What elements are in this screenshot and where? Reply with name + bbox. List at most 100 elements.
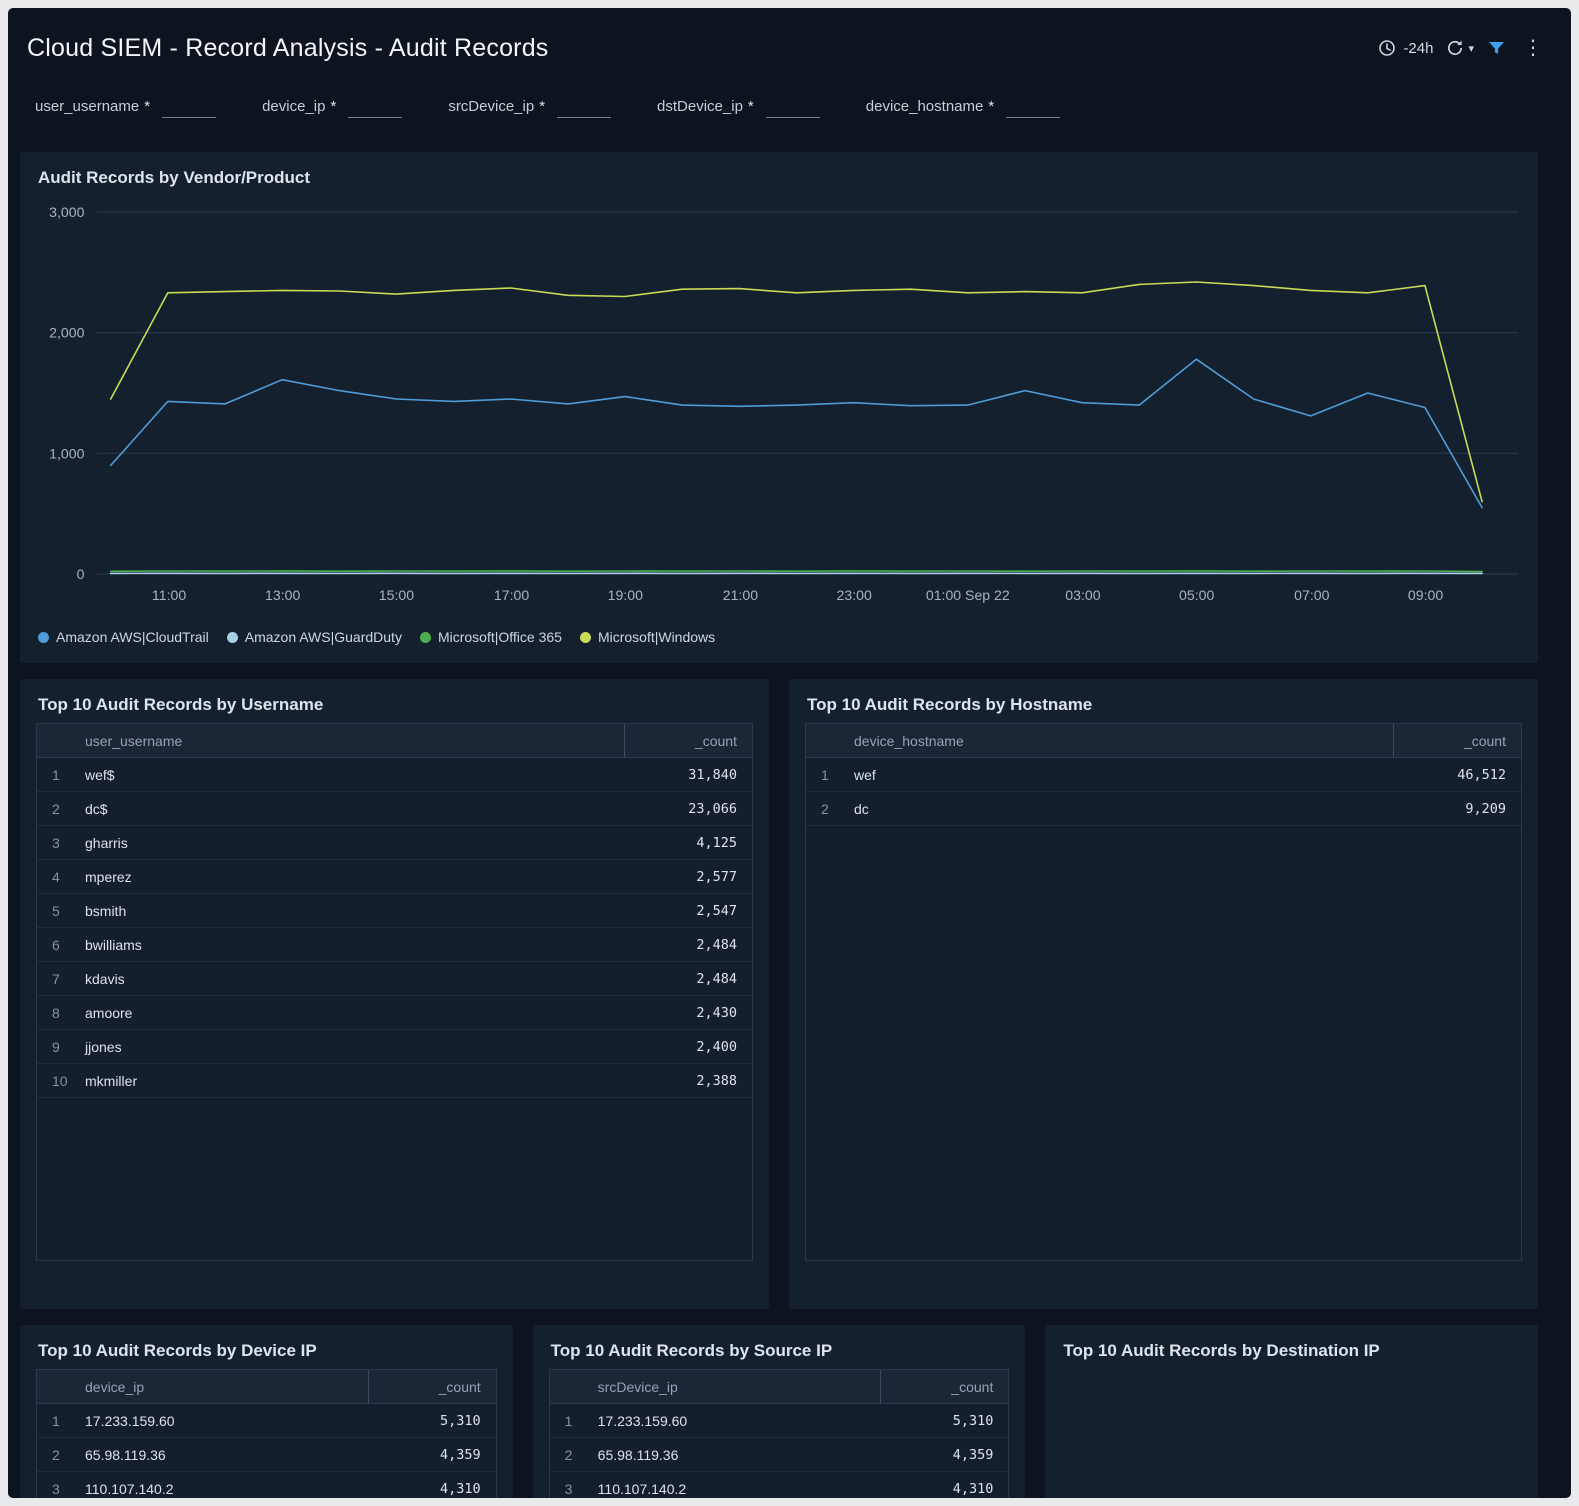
table-row[interactable]: 265.98.119.364,359 (37, 1438, 496, 1472)
svg-text:03:00: 03:00 (1065, 587, 1100, 603)
column-header-device_hostname: device_hostname (854, 724, 1393, 757)
clock-icon[interactable] (1378, 39, 1396, 57)
filter-input-dstDevice_ip[interactable] (766, 96, 820, 118)
page-title: Cloud SIEM - Record Analysis - Audit Rec… (27, 34, 549, 63)
row-count: 23,066 (624, 792, 752, 825)
panel-title: Top 10 Audit Records by Source IP (533, 1325, 1026, 1369)
row-key: wef$ (85, 758, 624, 791)
table-row[interactable]: 117.233.159.605,310 (550, 1404, 1009, 1438)
legend-item[interactable]: Microsoft|Office 365 (420, 629, 562, 645)
table-row[interactable]: 3110.107.140.24,310 (550, 1472, 1009, 1498)
legend-item[interactable]: Amazon AWS|GuardDuty (227, 629, 402, 645)
panel-top-destination-ip: Top 10 Audit Records by Destination IP (1045, 1325, 1538, 1498)
required-asterisk: * (539, 96, 545, 118)
vendor-product-chart[interactable]: 01,0002,0003,00011:0013:0015:0017:0019:0… (20, 196, 1538, 621)
table-row[interactable]: 1wef$31,840 (37, 758, 752, 792)
row-rank: 2 (37, 792, 85, 825)
legend-label: Amazon AWS|GuardDuty (245, 629, 402, 645)
row-rank: 2 (37, 1438, 85, 1471)
row-count: 5,310 (368, 1404, 496, 1437)
time-range-label[interactable]: -24h (1403, 40, 1433, 57)
panel-title: Top 10 Audit Records by Destination IP (1045, 1325, 1538, 1369)
source-ip-table: srcDevice_ip_count117.233.159.605,310265… (549, 1369, 1010, 1498)
table-row[interactable]: 10mkmiller2,388 (37, 1064, 752, 1098)
username-table: user_username_count1wef$31,8402dc$23,066… (36, 723, 753, 1261)
table-row[interactable]: 4mperez2,577 (37, 860, 752, 894)
row-count: 4,359 (880, 1438, 1008, 1471)
table-row[interactable]: 2dc9,209 (806, 792, 1521, 826)
filter-label: dstDevice_ip (657, 96, 743, 118)
svg-text:05:00: 05:00 (1179, 587, 1214, 603)
row-rank: 1 (37, 1404, 85, 1437)
panel-top-hostname: Top 10 Audit Records by Hostname device_… (789, 679, 1538, 1309)
row-key: kdavis (85, 962, 624, 995)
chevron-down-icon[interactable]: ▾ (1468, 42, 1474, 55)
row-key: jjones (85, 1030, 624, 1063)
row-key: amoore (85, 996, 624, 1029)
table-row[interactable]: 3gharris4,125 (37, 826, 752, 860)
filter-input-srcDevice_ip[interactable] (557, 96, 611, 118)
row-rank: 10 (37, 1064, 85, 1097)
legend-dot (580, 632, 591, 643)
kebab-menu-icon[interactable]: ⋮ (1523, 38, 1543, 58)
table-row[interactable]: 1wef46,512 (806, 758, 1521, 792)
column-header-user_username: user_username (85, 724, 624, 757)
column-header-count: _count (624, 724, 752, 757)
panel-title: Top 10 Audit Records by Hostname (789, 679, 1538, 723)
legend-item[interactable]: Microsoft|Windows (580, 629, 715, 645)
filter-icon[interactable] (1487, 39, 1506, 57)
panel-vendor-product: Audit Records by Vendor/Product 01,0002,… (20, 152, 1538, 663)
row-count: 31,840 (624, 758, 752, 791)
filter-label: device_hostname (866, 96, 984, 118)
row-count: 4,310 (368, 1472, 496, 1498)
refresh-icon[interactable] (1446, 39, 1464, 57)
panel-top-device-ip: Top 10 Audit Records by Device IP device… (20, 1325, 513, 1498)
row-rank: 8 (37, 996, 85, 1029)
row-key: dc (854, 792, 1393, 825)
row-count: 4,310 (880, 1472, 1008, 1498)
filter-srcDevice_ip: srcDevice_ip* (448, 96, 611, 118)
filter-device_hostname: device_hostname* (866, 96, 1060, 118)
table-row[interactable]: 9jjones2,400 (37, 1030, 752, 1064)
filter-label: user_username (35, 96, 139, 118)
svg-text:23:00: 23:00 (837, 587, 872, 603)
table-row[interactable]: 117.233.159.605,310 (37, 1404, 496, 1438)
panel-top-source-ip: Top 10 Audit Records by Source IP srcDev… (533, 1325, 1026, 1498)
table-row[interactable]: 3110.107.140.24,310 (37, 1472, 496, 1498)
row-key: 17.233.159.60 (598, 1404, 881, 1437)
table-row[interactable]: 7kdavis2,484 (37, 962, 752, 996)
filter-input-user_username[interactable] (162, 96, 216, 118)
legend-item[interactable]: Amazon AWS|CloudTrail (38, 629, 209, 645)
svg-text:19:00: 19:00 (608, 587, 643, 603)
row-key: 17.233.159.60 (85, 1404, 368, 1437)
dashboard-content: Audit Records by Vendor/Product 01,0002,… (8, 152, 1571, 1498)
required-asterisk: * (748, 96, 754, 118)
filter-user_username: user_username* (35, 96, 216, 118)
table-row[interactable]: 265.98.119.364,359 (550, 1438, 1009, 1472)
row-key: mperez (85, 860, 624, 893)
filter-dstDevice_ip: dstDevice_ip* (657, 96, 820, 118)
filter-label: srcDevice_ip (448, 96, 534, 118)
row-count: 2,484 (624, 962, 752, 995)
vendor-product-chart-svg[interactable]: 01,0002,0003,00011:0013:0015:0017:0019:0… (26, 196, 1528, 616)
table-row[interactable]: 8amoore2,430 (37, 996, 752, 1030)
row-rank: 3 (550, 1472, 598, 1498)
table-row[interactable]: 6bwilliams2,484 (37, 928, 752, 962)
hostname-table: device_hostname_count1wef46,5122dc9,209 (805, 723, 1522, 1261)
table-header-row: srcDevice_ip_count (550, 1370, 1009, 1404)
row-rank: 3 (37, 1472, 85, 1498)
row-key: 110.107.140.2 (598, 1472, 881, 1498)
table-row[interactable]: 5bsmith2,547 (37, 894, 752, 928)
rank-column-header (806, 724, 854, 757)
row-key: 110.107.140.2 (85, 1472, 368, 1498)
table-row[interactable]: 2dc$23,066 (37, 792, 752, 826)
ip-tables-row: Top 10 Audit Records by Device IP device… (20, 1325, 1538, 1498)
required-asterisk: * (144, 96, 150, 118)
filter-input-device_ip[interactable] (348, 96, 402, 118)
svg-text:13:00: 13:00 (265, 587, 300, 603)
rank-column-header (37, 1370, 85, 1403)
row-count: 4,359 (368, 1438, 496, 1471)
header-controls: -24h ▾ ⋮ (1378, 38, 1543, 58)
rank-column-header (550, 1370, 598, 1403)
filter-input-device_hostname[interactable] (1006, 96, 1060, 118)
